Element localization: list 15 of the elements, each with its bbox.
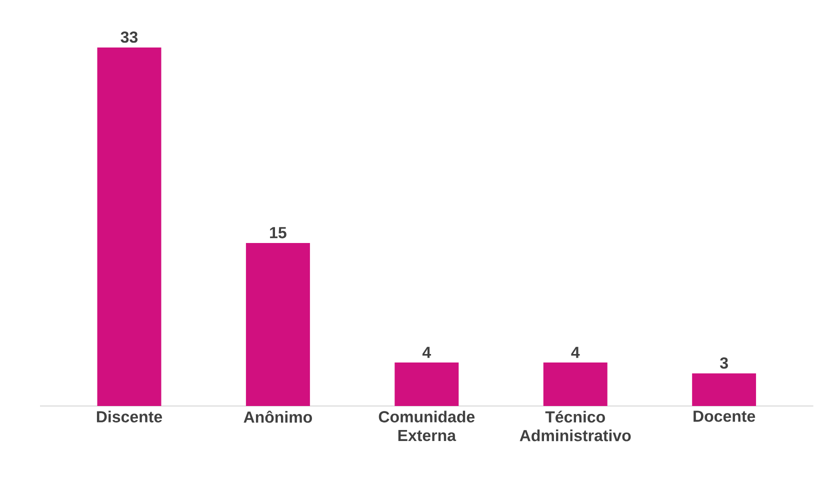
data-label: 15 [270,227,286,238]
data-label: 4 [422,346,432,358]
x-tick-label: Docente [694,410,756,422]
bar [692,373,756,406]
bar [246,243,310,406]
bar [543,362,608,406]
bar [97,48,162,406]
data-label: 33 [120,31,138,43]
x-tick-label: Anônimo [244,410,312,423]
x-tick-label: Discente [96,410,162,422]
bar [394,362,459,406]
data-label: 4 [571,346,580,358]
x-tick-label: Comunidade Externa [378,410,475,442]
x-tick-label: Técnico Administrativo [520,410,631,442]
data-label: 3 [720,357,728,369]
